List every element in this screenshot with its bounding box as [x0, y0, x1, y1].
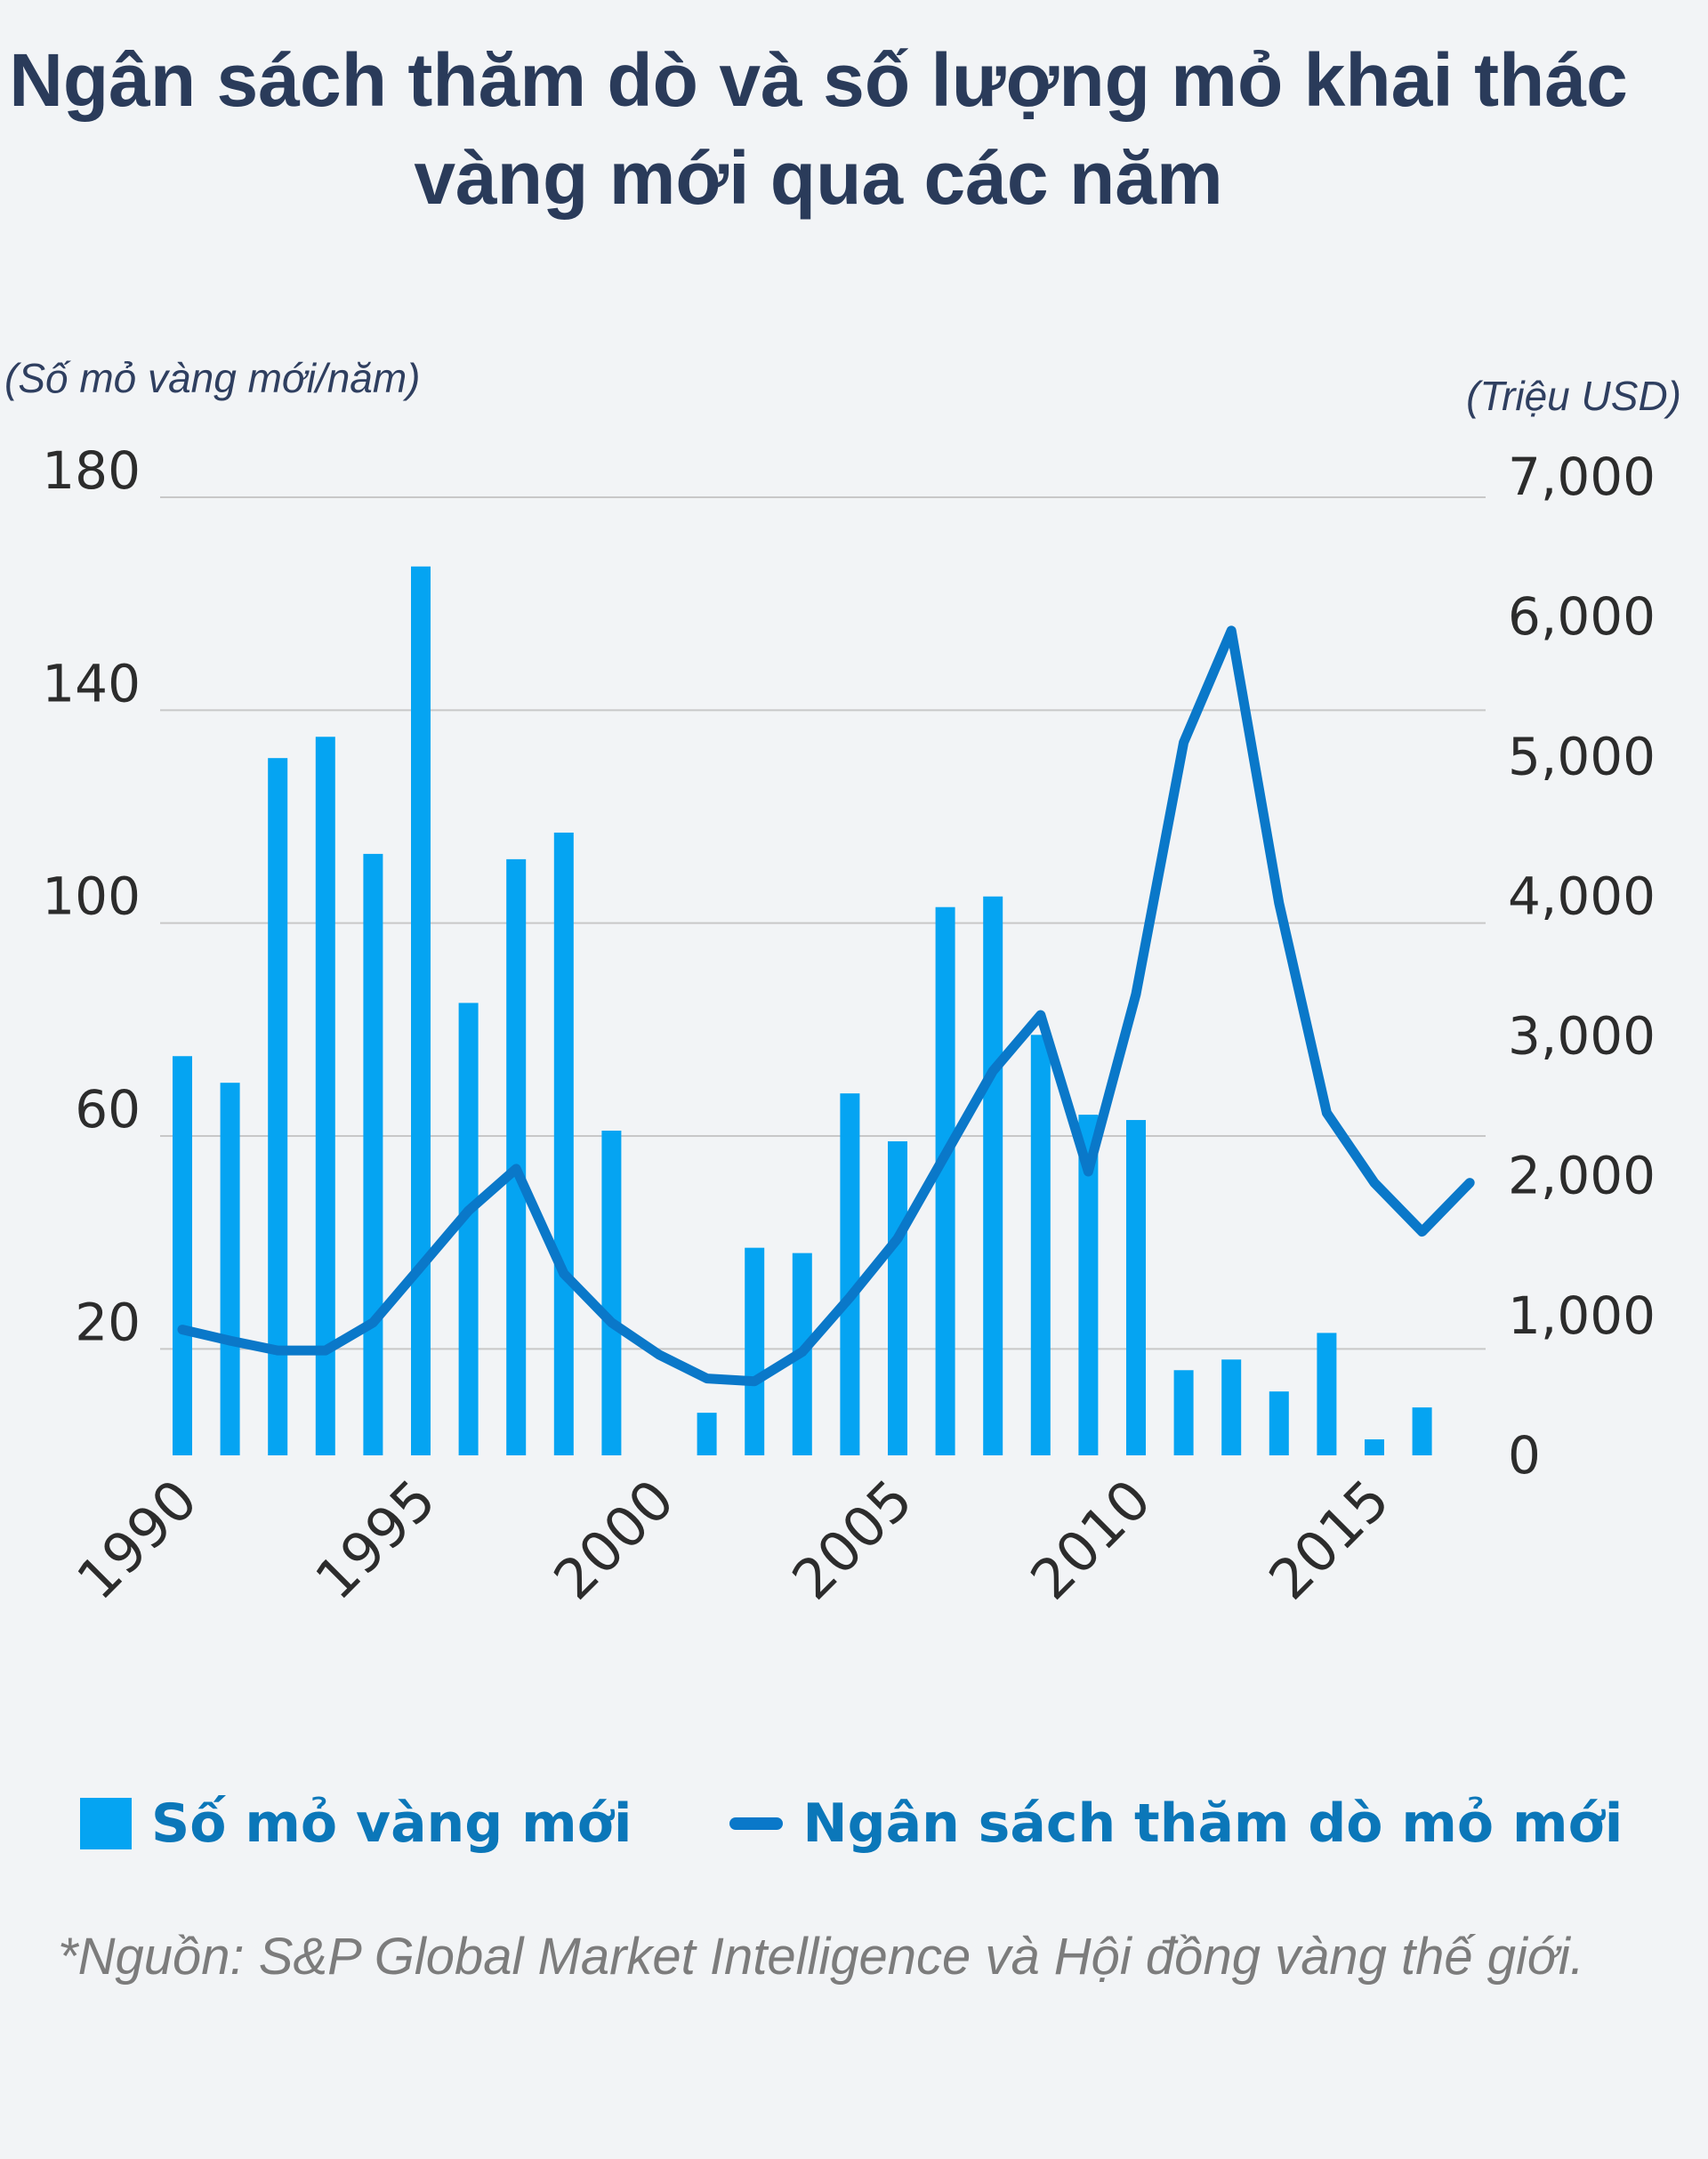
right-tick-label: 6,000	[1508, 586, 1656, 647]
bar	[506, 858, 527, 1455]
bar	[315, 737, 335, 1455]
chart-title: Ngân sách thăm dò và số lượng mỏ khai th…	[9, 38, 1628, 220]
bar	[983, 896, 1003, 1455]
bar	[1412, 1407, 1432, 1455]
left-tick-label: 20	[75, 1292, 141, 1352]
budget-line	[177, 625, 1475, 1387]
bar	[697, 1413, 717, 1455]
x-tick-label: 2000	[541, 1467, 686, 1612]
legend-line-swatch	[729, 1817, 784, 1830]
bar	[411, 566, 431, 1455]
bar-series	[173, 566, 1432, 1455]
bar	[1269, 1391, 1289, 1455]
bar	[1078, 1115, 1099, 1455]
x-tick-label: 2010	[1018, 1467, 1163, 1612]
left-axis: 20 60 100 140 180	[42, 440, 141, 1352]
bar	[553, 832, 574, 1455]
right-tick-label: 0	[1508, 1425, 1541, 1486]
bar	[601, 1131, 622, 1455]
bar	[888, 1140, 907, 1455]
left-axis-unit: (Số mỏ vàng mới/năm)	[4, 355, 421, 401]
bar	[1365, 1439, 1384, 1455]
right-tick-label: 4,000	[1508, 866, 1656, 926]
left-tick-label: 60	[75, 1079, 141, 1140]
right-tick-label: 3,000	[1508, 1006, 1656, 1067]
right-tick-label: 1,000	[1508, 1285, 1656, 1346]
bar	[935, 906, 955, 1455]
bar	[745, 1247, 765, 1455]
bar	[840, 1093, 860, 1455]
bar	[363, 853, 383, 1455]
legend-line-label: Ngân sách thăm dò mỏ mới	[802, 1792, 1623, 1855]
x-tick-label: 1995	[302, 1467, 447, 1612]
chart-area: 20 60 100 140 180 0 1,000 2,000 3,000 4,000 5,000…	[42, 440, 1656, 1612]
legend-bar-label: Số mỏ vàng mới	[151, 1792, 632, 1855]
bar	[1126, 1120, 1146, 1455]
right-tick-label: 2,000	[1508, 1146, 1656, 1206]
right-tick-label: 5,000	[1508, 726, 1656, 786]
bar	[220, 1083, 240, 1455]
x-tick-label: 1990	[64, 1467, 209, 1612]
left-tick-label: 180	[42, 440, 141, 501]
left-tick-label: 100	[42, 866, 141, 927]
x-tick-label: 2015	[1256, 1467, 1401, 1612]
bar	[173, 1056, 192, 1455]
bar	[1221, 1359, 1242, 1455]
left-tick-label: 140	[42, 653, 141, 713]
bar	[268, 758, 288, 1455]
source-note: *Nguồn: S&P Global Market Intelligence v…	[58, 1928, 1584, 1986]
right-axis: 0 1,000 2,000 3,000 4,000 5,000 6,000 7,000	[1508, 447, 1656, 1486]
x-axis: 1990 1995 2000 2005 2010 2015	[64, 1467, 1401, 1612]
legend: Số mỏ vàng mới Ngân sách thăm dò mỏ mới	[80, 1788, 1623, 1859]
bar	[1317, 1333, 1337, 1455]
x-tick-label: 2005	[779, 1467, 924, 1612]
legend-bar-swatch	[80, 1798, 132, 1849]
bar	[458, 1003, 479, 1455]
bar	[1173, 1370, 1194, 1455]
right-axis-unit: (Triệu USD)	[1466, 373, 1681, 419]
bar	[1030, 1035, 1051, 1455]
line-series	[177, 625, 1475, 1387]
right-tick-label: 7,000	[1508, 447, 1656, 507]
